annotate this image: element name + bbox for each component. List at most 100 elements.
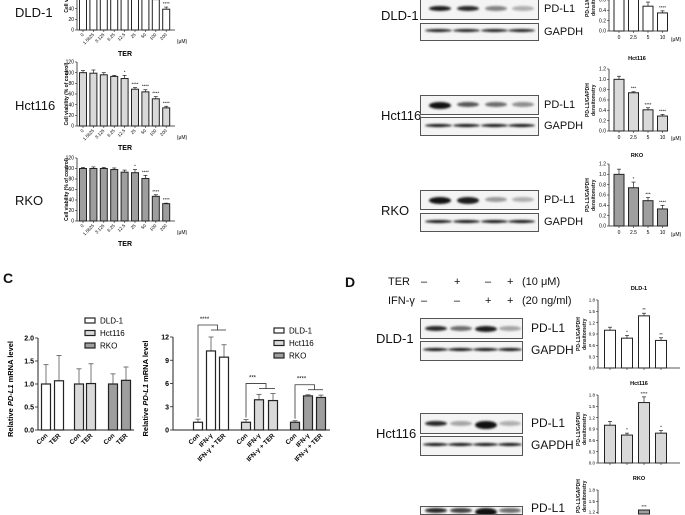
x-tick-label: 25: [130, 223, 137, 230]
significance-bracket: [245, 383, 267, 418]
unit-label: (μM): [177, 135, 188, 141]
y-tick-label: 0.4: [599, 108, 606, 114]
blot-b-hct116-gapdh: [420, 117, 539, 136]
bar-dld-1: [205, 350, 217, 431]
significance-label: ****: [644, 102, 651, 107]
significance-label: ****: [640, 391, 647, 396]
significance-label: ****: [142, 84, 149, 89]
y-tick-label: 0.0: [589, 461, 596, 466]
x-tick-label: 200: [159, 32, 168, 41]
x-tick-label: 6.25: [106, 32, 116, 42]
x-tick-label: 10: [660, 35, 666, 41]
x-tick-label: 5: [647, 230, 650, 236]
x-tick-label: TER: [80, 432, 94, 446]
significance-label: **: [659, 332, 663, 337]
blot-d-hct116-pdl1: [420, 413, 523, 434]
y-axis-label: PD-L1/GAPDH densitometry: [585, 83, 597, 117]
bar: [162, 107, 171, 127]
treatment-sign: –: [421, 276, 428, 288]
bar: [141, 177, 150, 222]
x-tick-label: 50: [140, 32, 147, 39]
bar: [131, 172, 139, 222]
bar: [151, 98, 160, 127]
y-axis-label-part: PD-L1: [141, 384, 150, 406]
x-tick-label: 12.5: [117, 128, 127, 138]
bar-hct116: [73, 383, 85, 431]
significance-label: ****: [200, 317, 210, 323]
bar-dld-1: [192, 421, 204, 431]
y-tick-label: 0.5: [24, 405, 34, 412]
y-tick-label: 0.0: [589, 366, 596, 371]
y-tick-label: 80: [68, 177, 74, 183]
x-tick-label: 6.25: [106, 223, 116, 233]
unit-label: (μM): [671, 232, 682, 238]
y-tick-label: 0.6: [599, 193, 606, 199]
y-tick-label: 20: [68, 17, 74, 23]
treatment-ifn-label: IFN-γ: [388, 295, 415, 307]
x-tick-label: 1.5625: [82, 32, 96, 46]
bar: [99, 168, 108, 222]
y-tick-label: 0.9: [589, 427, 596, 432]
y-tick-label: 80: [68, 81, 74, 87]
x-tick-label: 1.5625: [82, 223, 96, 237]
treatment-sign: –: [485, 276, 492, 288]
blot-label-pdl1: PD-L1: [531, 501, 566, 515]
bar: [131, 88, 139, 127]
x-tick-label: 25: [130, 128, 137, 135]
y-tick-label: 1.8: [589, 393, 596, 398]
y-tick-label: 0: [71, 28, 74, 34]
x-tick-label: 3.125: [94, 32, 106, 44]
bar: [642, 200, 654, 227]
legend-swatch: [84, 317, 96, 324]
bar: [110, 75, 119, 127]
x-tick-label: 3.125: [94, 223, 106, 235]
y-tick-label: 0.8: [599, 182, 606, 188]
significance-label: ***: [631, 86, 637, 91]
y-tick-label: 120: [66, 60, 75, 66]
treatment-ter-label: TER: [388, 276, 410, 288]
x-tick-label: 0: [79, 32, 85, 38]
bar: [79, 72, 87, 127]
significance-label: *: [626, 427, 628, 432]
treatment-sign: +: [507, 276, 514, 288]
x-tick-label: TER: [115, 432, 129, 446]
significance-label: ****: [659, 5, 666, 10]
unit-label: (μM): [177, 230, 188, 236]
y-axis-label: Relative PD-L1 mRNA level: [141, 340, 150, 436]
y-tick-label: 1.2: [589, 320, 596, 325]
blot-label-gapdh: GAPDH: [544, 120, 584, 132]
bar: [99, 0, 108, 31]
y-axis-label: PD-L1/GAPDH densitometry: [576, 479, 588, 513]
y-axis-label-part: mRNA level: [141, 340, 150, 384]
significance-label: *: [660, 425, 662, 430]
blot-label-gapdh: GAPDH: [544, 216, 584, 228]
chart-c-1: 0.00.51.01.52.0ConTERDLD-1ConTERHct116Co…: [6, 317, 134, 447]
significance-label: ****: [297, 377, 307, 383]
significance-label: ****: [152, 189, 159, 194]
unit-label: (μM): [177, 39, 188, 45]
bar-rko: [302, 395, 314, 431]
bar: [604, 424, 616, 464]
x-tick-label: 200: [159, 128, 168, 137]
blot-d-dld1-pdl1: [420, 318, 523, 339]
bar: [141, 0, 150, 31]
significance-label: ****: [142, 169, 149, 174]
chart-title: Hct116: [628, 56, 646, 62]
x-tick-label: 2.5: [630, 135, 637, 141]
legend-swatch: [84, 329, 96, 337]
y-tick-label: 0.2: [599, 18, 606, 24]
y-tick-label: 12: [161, 335, 169, 342]
x-tick-label: 25: [130, 32, 137, 39]
bar: [120, 171, 129, 222]
legend-swatch: [84, 342, 96, 349]
chart-d-dld-1: 0.00.30.60.91.21.51.8*****DLD-1: [589, 286, 680, 371]
bar-hct116: [253, 399, 265, 431]
x-tick-label: 100: [149, 32, 158, 41]
x-tick-label: 50: [140, 128, 147, 135]
panel-a-label-hct116: Hct116: [15, 98, 56, 113]
y-tick-label: 0.6: [589, 343, 596, 348]
panel-a-label-rko: RKO: [15, 193, 44, 208]
y-tick-label: 2.0: [24, 336, 34, 343]
